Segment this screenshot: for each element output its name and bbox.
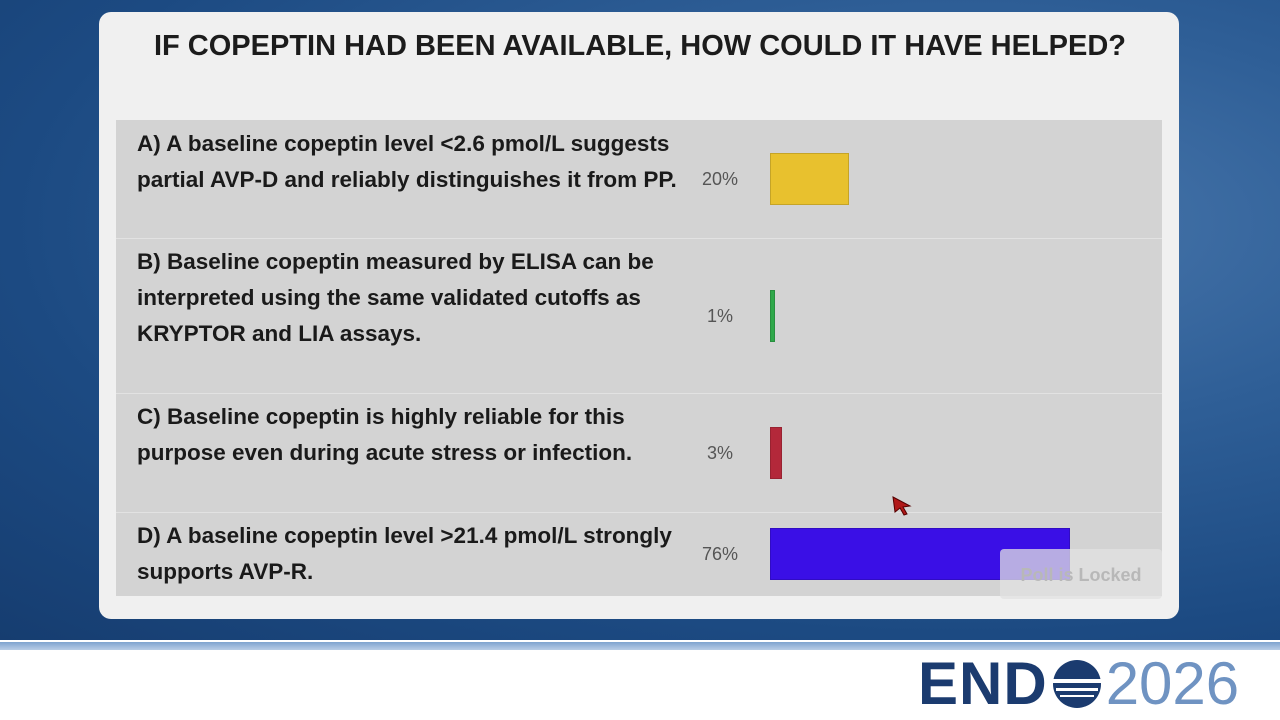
logo-year: 2026 bbox=[1105, 650, 1240, 717]
option-text: A) A baseline copeptin level <2.6 pmol/L… bbox=[137, 131, 677, 192]
poll-status: Poll is Locked bbox=[1000, 549, 1162, 599]
row-separator bbox=[116, 238, 1162, 239]
bar bbox=[770, 427, 782, 479]
option-text: C) Baseline copeptin is highly reliable … bbox=[137, 404, 633, 465]
logo-text: END bbox=[918, 650, 1048, 717]
logo: END 2026 bbox=[918, 652, 1239, 716]
value-label: 20% bbox=[701, 169, 739, 189]
logo-globe bbox=[1052, 660, 1101, 708]
results-panel bbox=[116, 120, 1162, 596]
row-separator bbox=[116, 393, 1162, 394]
value-label: 76% bbox=[701, 544, 739, 564]
row-separator bbox=[116, 512, 1162, 513]
bar bbox=[770, 290, 775, 342]
value-label: 3% bbox=[706, 443, 733, 463]
poll-title: IF COPEPTIN HAD BEEN AVAILABLE, HOW COUL… bbox=[153, 30, 1127, 62]
value-label: 1% bbox=[706, 306, 733, 326]
footer-stripe bbox=[0, 642, 1280, 650]
option-text: B) Baseline copeptin measured by ELISA c… bbox=[137, 249, 654, 346]
cursor bbox=[892, 496, 912, 516]
bar bbox=[770, 153, 849, 205]
option-text: D) A baseline copeptin level >21.4 pmol/… bbox=[137, 523, 672, 584]
